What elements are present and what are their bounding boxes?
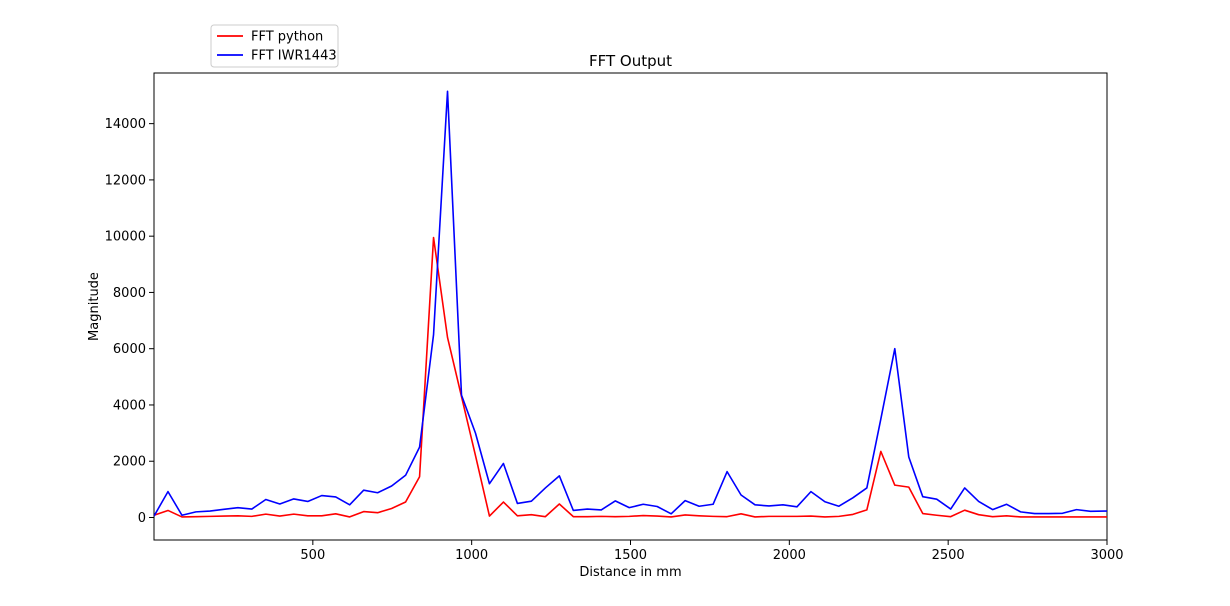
x-tick-label: 500 <box>300 548 325 563</box>
series-line-fft-python <box>154 236 1107 518</box>
x-tick-label: 3000 <box>1090 548 1123 563</box>
legend: FFT python FFT IWR1443 <box>210 24 339 68</box>
legend-label: FFT IWR1443 <box>251 49 337 64</box>
legend-label: FFT python <box>251 30 323 45</box>
y-tick-label: 8000 <box>113 286 146 301</box>
y-tick-label: 0 <box>138 511 146 526</box>
y-tick-label: 14000 <box>105 117 146 132</box>
x-tick-label: 1000 <box>455 548 488 563</box>
chart-title: FFT Output <box>589 52 672 70</box>
y-tick-label: 6000 <box>113 342 146 357</box>
x-axis-label: Distance in mm <box>579 565 681 580</box>
plot-area: 500 1000 1500 2000 2500 3000 0 2000 4000 6000 800… <box>105 72 1124 563</box>
x-tick-label: 2000 <box>773 548 806 563</box>
y-tick-label: 2000 <box>113 455 146 470</box>
plot-frame <box>153 72 1108 541</box>
x-axis-ticks: 500 1000 1500 2000 2500 3000 <box>300 540 1124 563</box>
y-tick-label: 10000 <box>105 230 146 245</box>
x-tick-label: 2500 <box>932 548 965 563</box>
series-layer <box>154 90 1107 518</box>
series-line-fft-iwr1443 <box>154 90 1107 517</box>
y-tick-label: 12000 <box>105 173 146 188</box>
x-tick-label: 1500 <box>614 548 647 563</box>
y-tick-label: 4000 <box>113 398 146 413</box>
y-axis-label: Magnitude <box>87 272 102 341</box>
y-axis-ticks: 0 2000 4000 6000 8000 10000 12000 14000 <box>105 117 154 526</box>
